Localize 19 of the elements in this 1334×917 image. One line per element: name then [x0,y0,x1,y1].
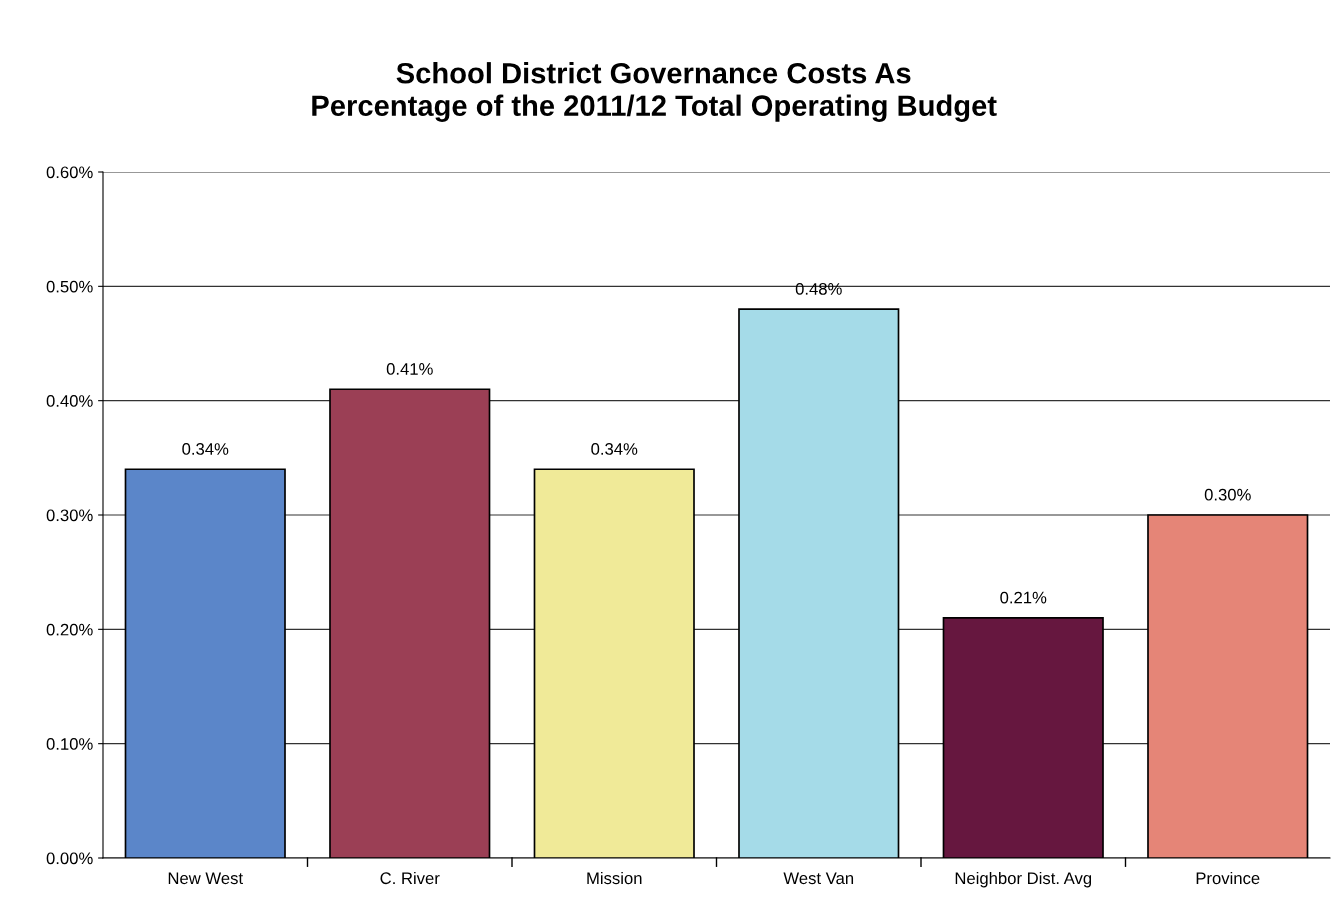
data-label: 0.34% [591,443,638,455]
data-label: 0.30% [1204,488,1251,501]
chart-title: School District Governance Costs As Percentage of the 2011/12 Total Operating Budget [312,62,997,122]
y-tick-label: 0.20% [46,623,93,636]
data-label: 0.41% [386,363,433,375]
data-label: 0.34% [182,443,229,455]
x-tick-label: New West [168,872,243,885]
y-tick-label: 0.60% [46,166,93,179]
y-tick-label: 0.00% [46,852,93,865]
y-tick-label: 0.50% [46,280,93,293]
x-tick-label: C. River [380,871,440,885]
x-tick-label: Mission [587,871,642,885]
x-tick-label: Province [1196,871,1260,885]
y-tick-label: 0.10% [46,738,93,750]
x-tick-label: West Van [783,872,854,885]
data-label: 0.21% [1000,591,1047,604]
y-tick-label: 0.30% [46,509,93,522]
y-tick-label: 0.40% [46,395,93,407]
x-tick-label: Neighbor Dist. Avg [955,871,1092,888]
